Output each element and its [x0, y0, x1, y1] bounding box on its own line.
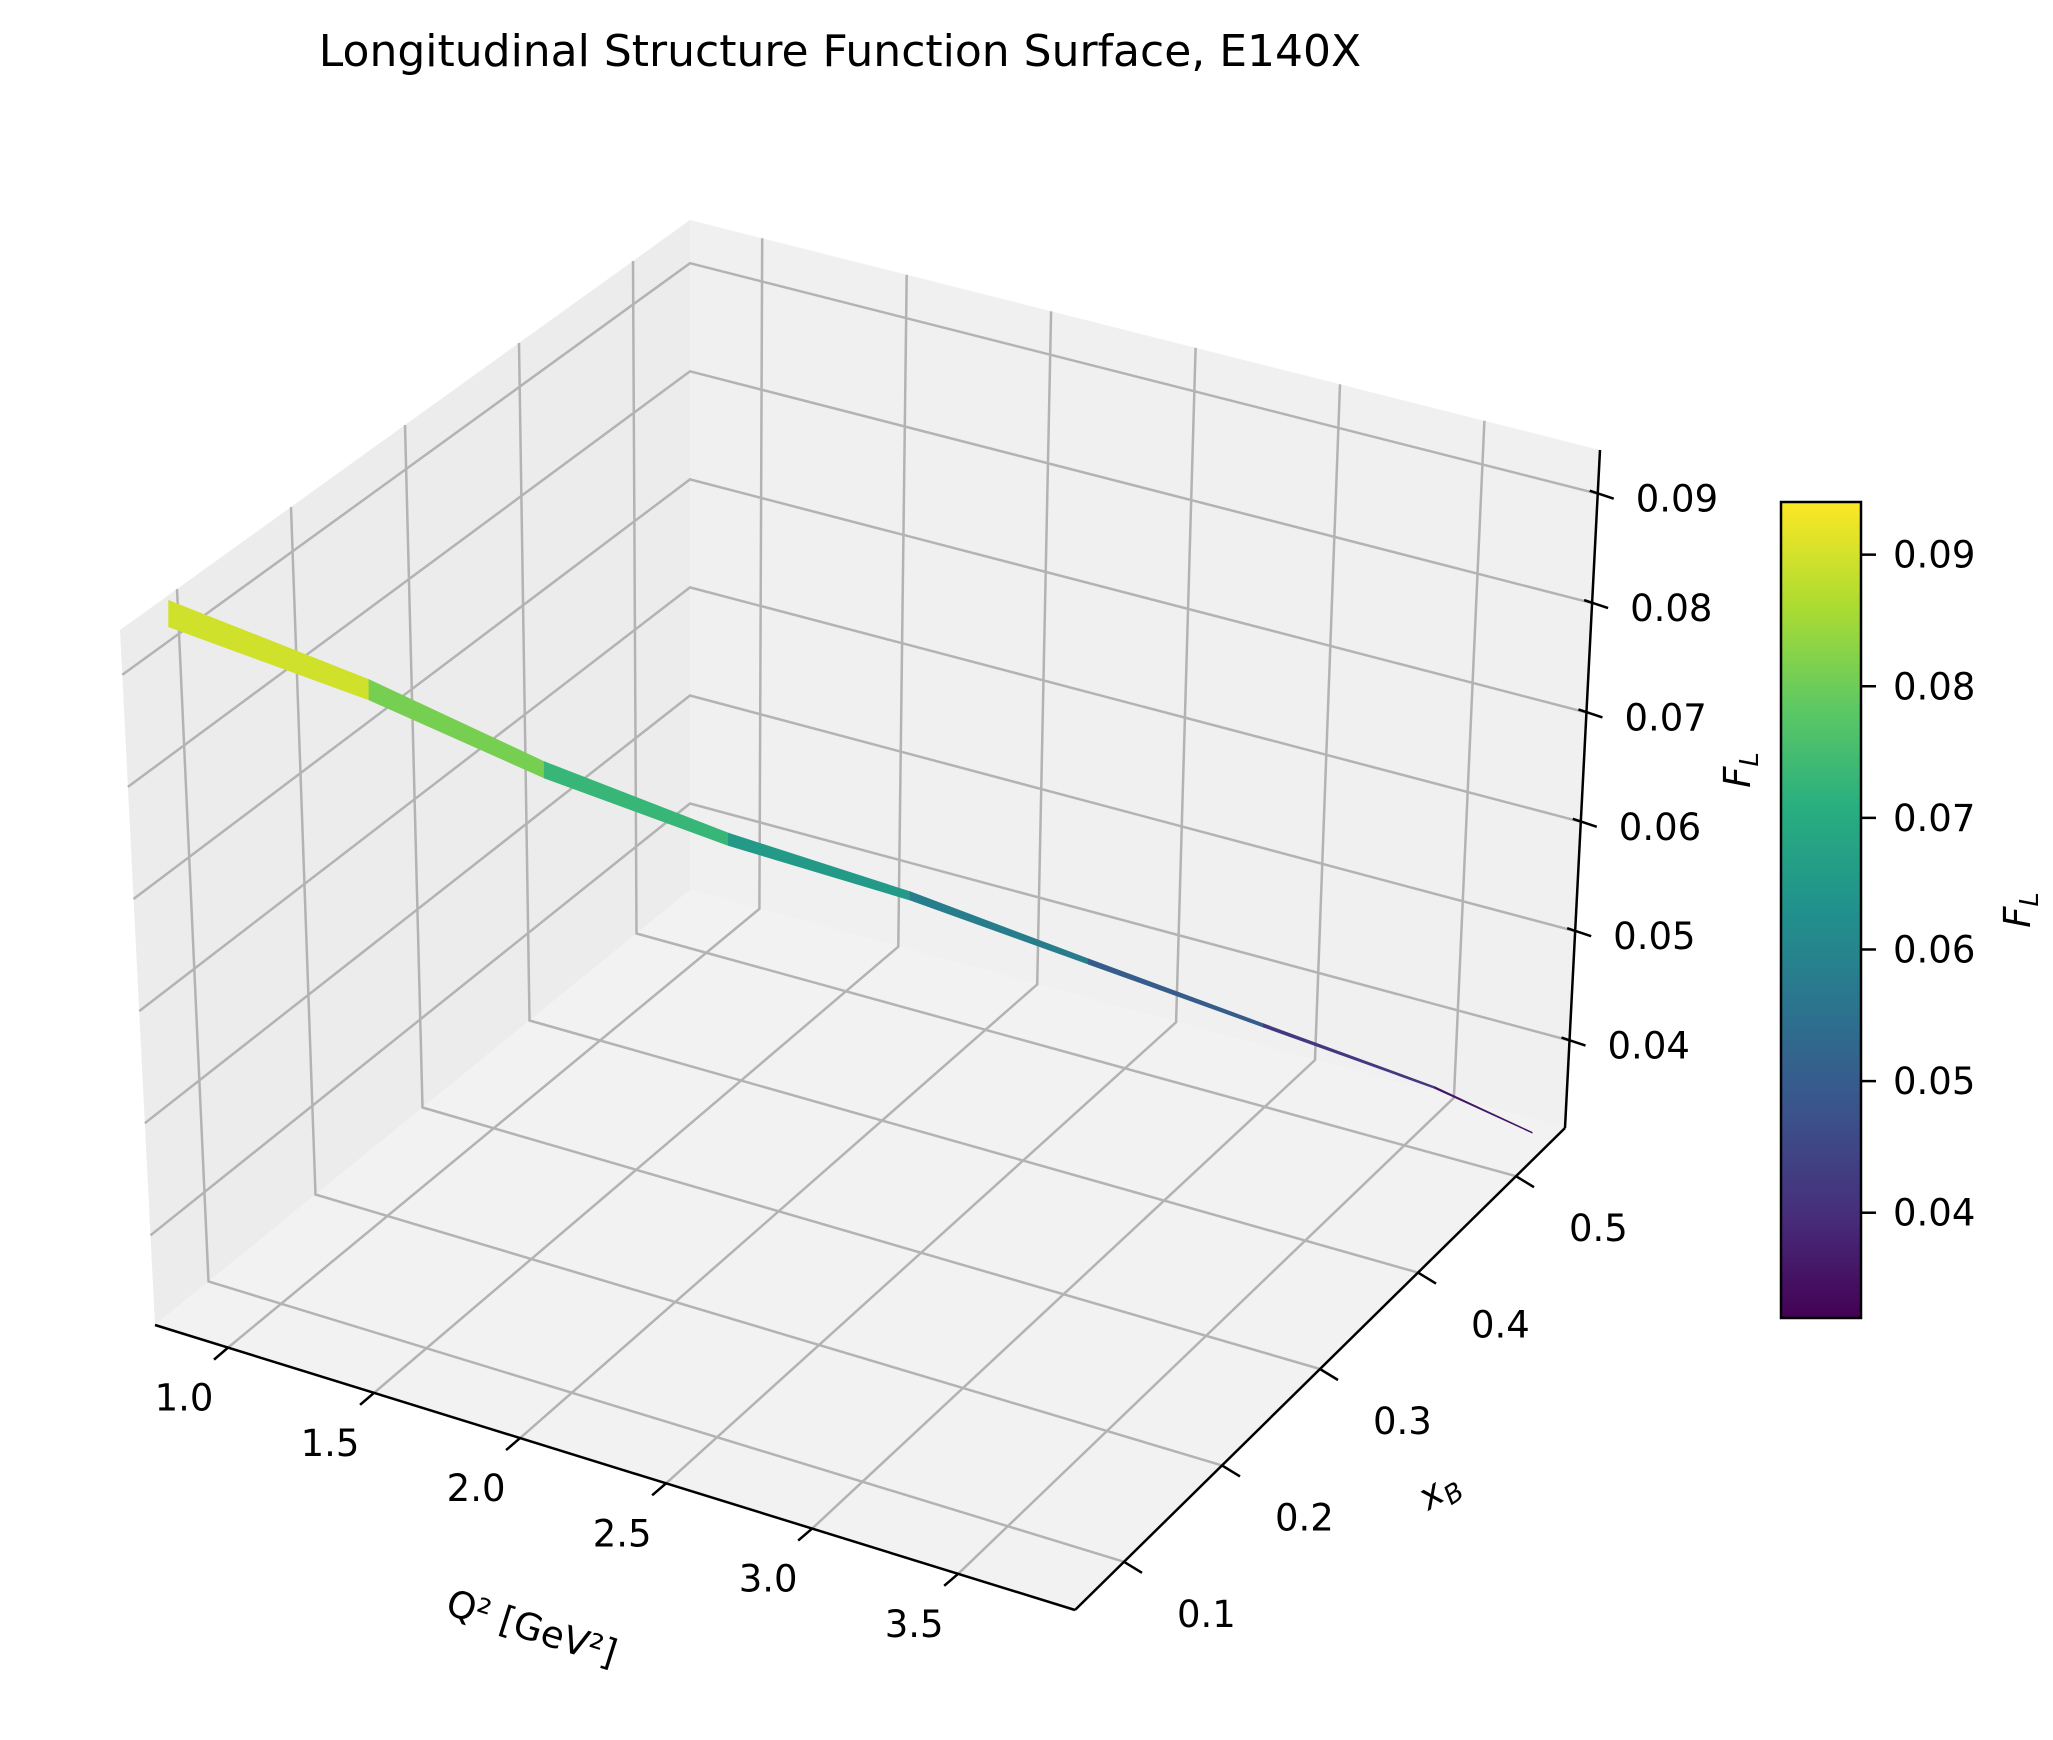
gridline-x	[227, 238, 764, 1349]
chart-title: Longitudinal Structure Function Surface,…	[319, 26, 1361, 77]
z-tick-label: 0.08	[1630, 587, 1712, 630]
surface-segment	[1434, 1086, 1533, 1134]
x-tick	[651, 1482, 667, 1497]
y-tick	[1417, 1271, 1437, 1285]
gridline-x	[519, 311, 1053, 1440]
x-tick-label: 3.5	[885, 1603, 944, 1646]
y-tick-label: 0.5	[1569, 1207, 1628, 1250]
x-tick-label: 2.0	[447, 1467, 506, 1510]
gridline-y	[289, 506, 1223, 1467]
gridline-z	[138, 586, 1582, 1013]
y-tick	[1515, 1175, 1535, 1189]
z-tick	[1589, 489, 1615, 500]
gridline-x	[957, 420, 1486, 1575]
z-tick	[1572, 817, 1598, 828]
colorbar-tick-label: 0.09	[1893, 534, 1975, 577]
gridlines	[121, 238, 1599, 1575]
surface-plot	[168, 599, 1533, 1134]
x-tick	[213, 1346, 229, 1361]
x-tick	[505, 1437, 521, 1452]
y-tick-label: 0.2	[1275, 1496, 1334, 1539]
x-tick	[797, 1527, 813, 1542]
z-axis-label: FL	[1716, 752, 1765, 788]
left-wall-pane	[120, 220, 690, 1325]
gridline-x	[811, 384, 1342, 1530]
floor-pane	[155, 890, 1565, 1610]
gridline-z	[144, 694, 1576, 1125]
colorbar-tick-label: 0.04	[1893, 1192, 1975, 1235]
z-tick-label: 0.07	[1624, 696, 1706, 739]
z-tick-label: 0.09	[1636, 478, 1718, 521]
colorbar-tick-label: 0.06	[1893, 928, 1975, 971]
colorbar-label: FL	[1996, 892, 2045, 928]
colorbar-tick-label: 0.08	[1893, 665, 1975, 708]
y-tick-label: 0.3	[1373, 1400, 1432, 1443]
x-tick-label: 3.0	[739, 1558, 798, 1601]
z-tick	[1566, 926, 1592, 938]
z-tick	[1583, 598, 1609, 610]
x-axis-label: Q² [GeV²]	[441, 1581, 622, 1675]
z-tick	[1561, 1036, 1586, 1047]
z-axis-line	[1563, 449, 1602, 1129]
gridline-z	[149, 802, 1570, 1237]
gridline-z	[127, 369, 1593, 788]
colorbar: 0.04 0.05 0.06 0.07 0.08 0.09 FL	[1779, 500, 2045, 1320]
y-tick	[1221, 1464, 1241, 1478]
y-tick-label: 0.4	[1471, 1304, 1530, 1347]
x-tick	[359, 1391, 375, 1406]
y-tick	[1123, 1560, 1143, 1574]
z-tick-label: 0.05	[1613, 915, 1695, 958]
gridline-z	[121, 261, 1599, 676]
gridline-y	[175, 588, 1125, 1563]
colorbar-tick-label: 0.07	[1893, 797, 1975, 840]
z-tick-label: 0.06	[1619, 806, 1701, 849]
z-tick	[1578, 708, 1603, 719]
x-axis-line	[154, 1323, 1076, 1612]
z-tick-label: 0.04	[1608, 1025, 1690, 1068]
gridline-z	[132, 478, 1587, 900]
x-tick-label: 1.5	[301, 1422, 360, 1465]
x-tick	[943, 1572, 959, 1587]
gridline-x	[665, 347, 1197, 1485]
colorbar-tick-label: 0.05	[1893, 1060, 1975, 1103]
y-tick	[1319, 1367, 1339, 1382]
x-tick-label: 1.0	[155, 1377, 214, 1420]
gridline-y	[517, 342, 1419, 1274]
gridline-x	[373, 274, 908, 1394]
y-axis-label: xB	[1409, 1461, 1470, 1524]
colorbar-gradient	[1779, 500, 1863, 1320]
tick-marks: 1.0 1.5 2.0 2.5 3.0 3.5 0.1 0.2 0.3 0.4 0.5 0.04 0.0…	[155, 478, 1719, 1646]
colorbar-ticks: 0.04 0.05 0.06 0.07 0.08 0.09	[1861, 534, 1975, 1235]
x-tick-label: 2.5	[593, 1512, 652, 1555]
y-tick-label: 0.1	[1177, 1593, 1236, 1636]
gridline-y	[631, 260, 1517, 1178]
gridline-y	[403, 424, 1321, 1371]
